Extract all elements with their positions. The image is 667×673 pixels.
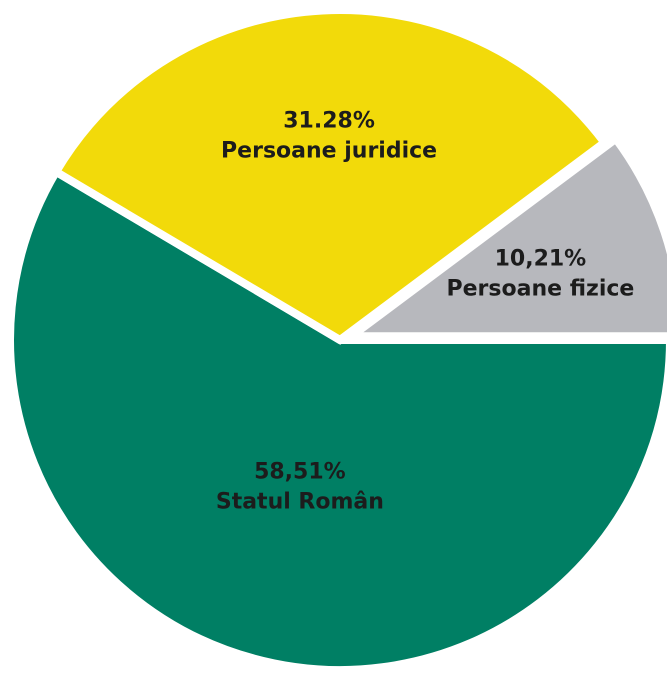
slice-value-label: 31.28% (283, 109, 375, 134)
pie-slice (6, 166, 667, 673)
pie-slice (339, 133, 667, 341)
slice-value-label: 10,21% (495, 246, 587, 271)
slice-category-label: Statul Român (216, 489, 384, 514)
pie-slice (50, 6, 610, 345)
slice-category-label: Persoane juridice (221, 139, 437, 164)
slice-value-label: 58,51% (254, 459, 346, 484)
slice-category-label: Persoane fizice (447, 276, 635, 301)
